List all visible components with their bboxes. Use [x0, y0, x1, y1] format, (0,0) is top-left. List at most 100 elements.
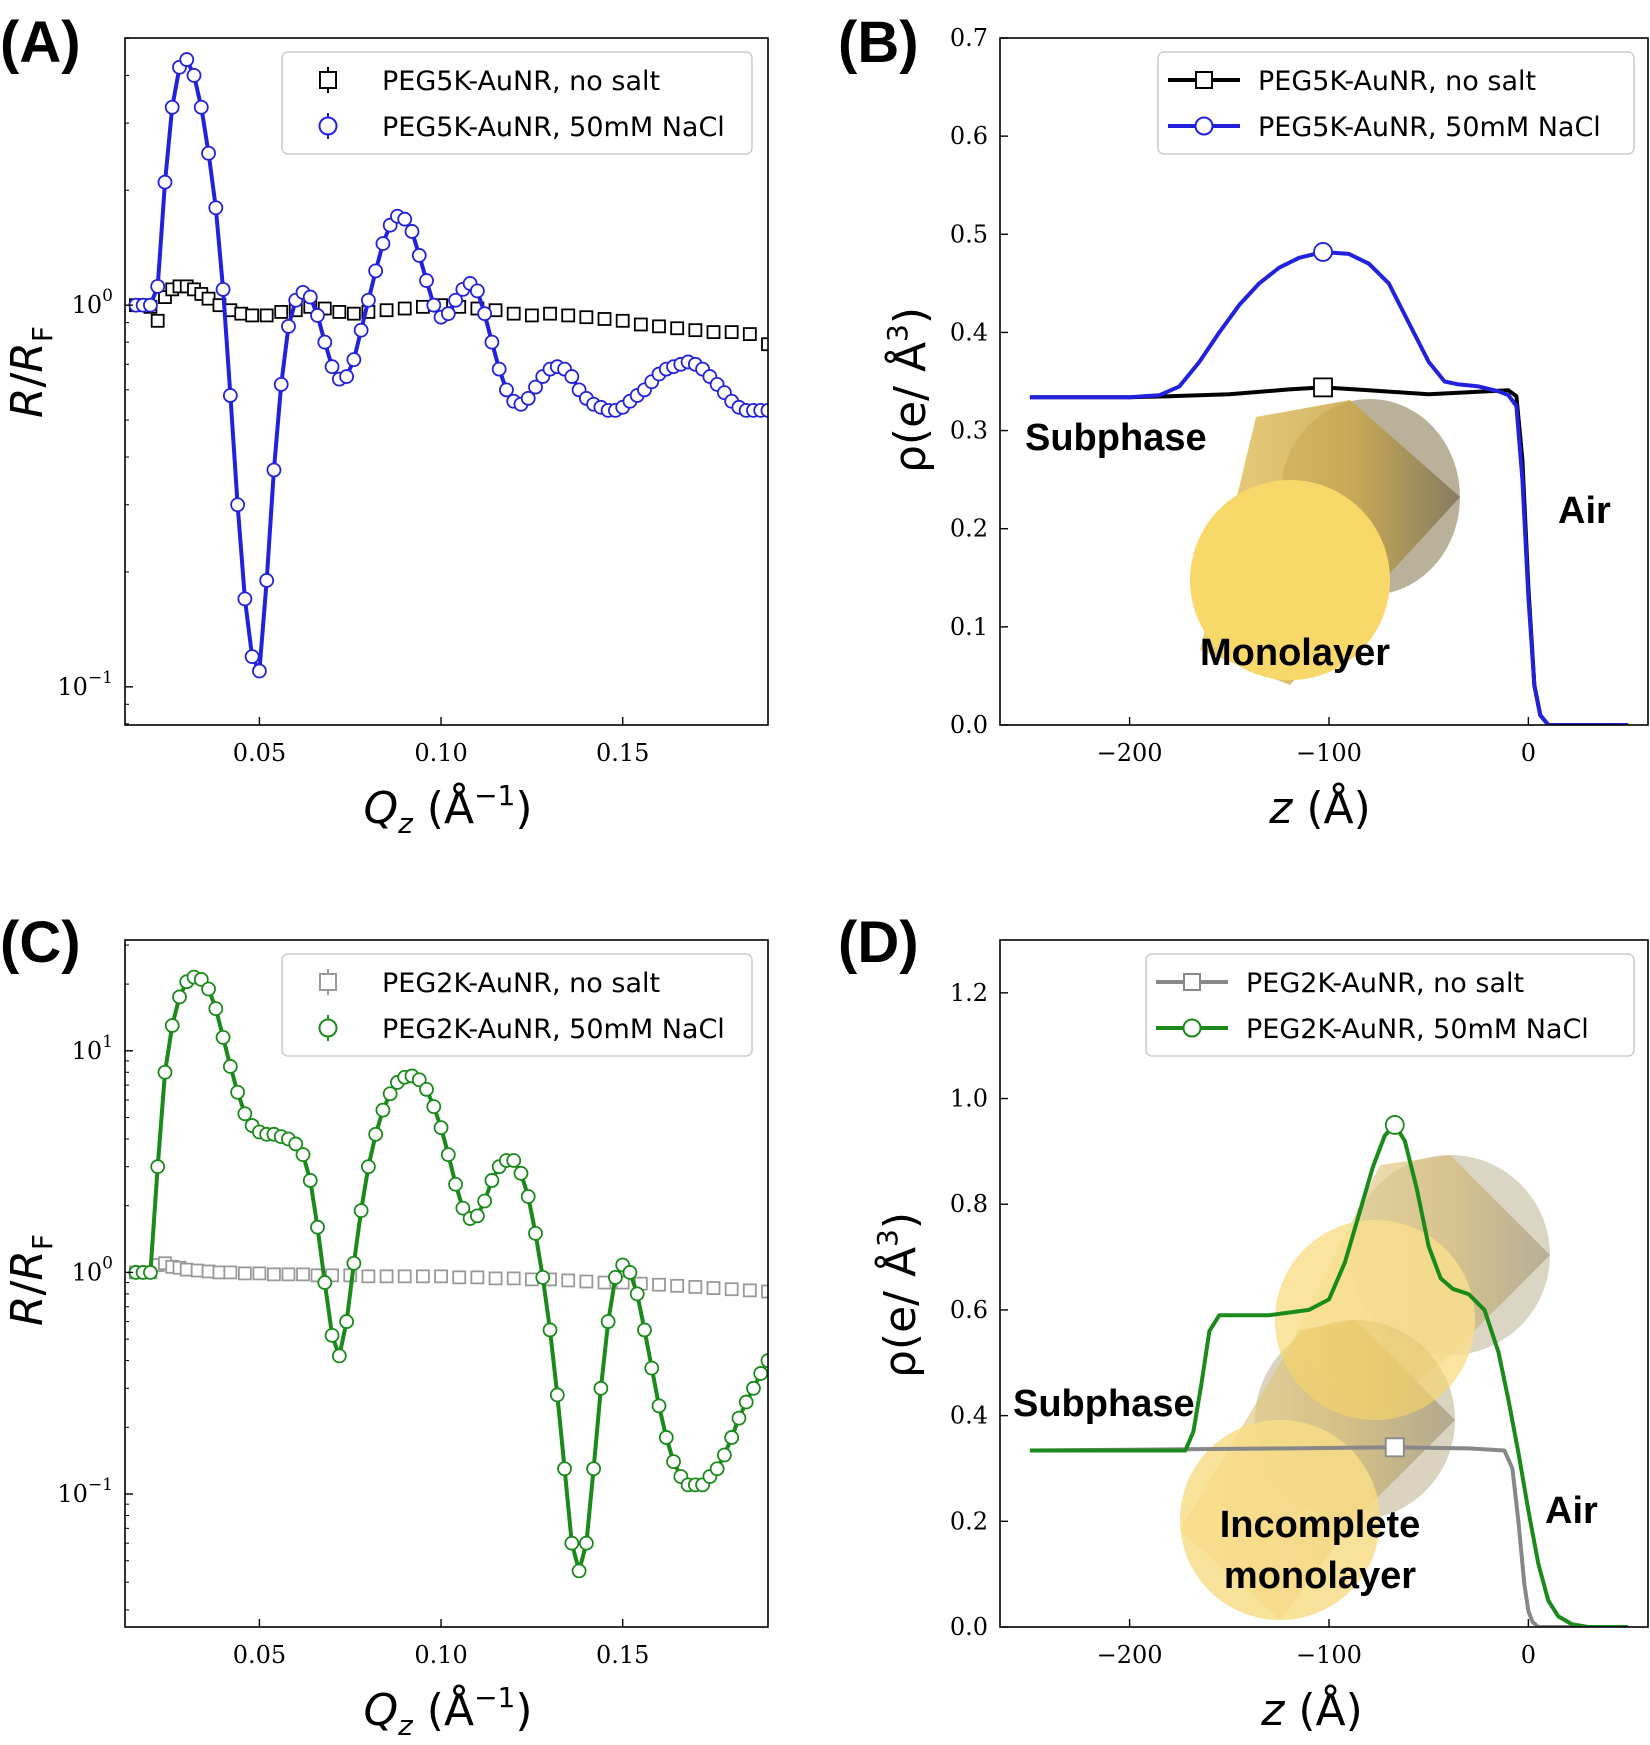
panel-c-series-1-point — [379, 1269, 394, 1284]
panel-a-series-1-point — [597, 312, 612, 326]
panel-a-series-2-point — [317, 334, 333, 350]
panel-a-series-2-point — [201, 145, 216, 161]
panel-a-series-2-point — [375, 236, 391, 251]
y-tick-label: 0.5 — [950, 220, 988, 248]
y-tick-label: 100 — [72, 286, 113, 319]
panel-a-series-2-point — [411, 248, 427, 263]
y-tick-label: 0.7 — [950, 24, 988, 52]
panel-c-xlabel: Qz (Å−1) — [363, 1681, 532, 1742]
legend-box — [1145, 953, 1635, 1057]
panel-d-label: (D) — [838, 910, 919, 975]
y-tick-label: 0.6 — [950, 122, 988, 150]
panel-a-series-1-point — [346, 306, 361, 321]
panel-a-series-2-point — [360, 292, 376, 308]
legend-box — [1157, 51, 1635, 155]
panel-a-series-1-point — [245, 308, 260, 323]
y-tick-label: 10−1 — [57, 668, 113, 701]
panel-c-series-2-point — [339, 1314, 354, 1329]
panel-a-series-2-point — [404, 224, 420, 239]
panel-b-series-2-point — [1313, 242, 1333, 262]
panel-c-series-2-point — [528, 1225, 543, 1241]
y-tick-label: 10−1 — [57, 1475, 113, 1508]
panel-a-series-1-point — [150, 313, 165, 328]
y-tick-label: 0.0 — [950, 1613, 988, 1641]
x-tick-label: −200 — [1097, 1641, 1163, 1669]
panel-a-series-1-point — [274, 305, 289, 319]
panel-c-series-1-point — [670, 1278, 685, 1293]
legend-box — [281, 51, 753, 155]
panel-b-monolayer-label: Monolayer — [1200, 632, 1390, 674]
panel-a-series-2-point — [520, 390, 536, 406]
panel-c-series-1-point — [223, 1265, 238, 1280]
panel-a-plot-frame — [124, 37, 769, 726]
panel-b-air-label: Air — [1558, 490, 1611, 532]
panel-c-series-2-point — [469, 1208, 485, 1224]
panel-c-series-2-point — [353, 1203, 369, 1219]
panel-c-series-1-point — [237, 1266, 252, 1281]
panel-a-series-2-point — [491, 361, 507, 377]
panel-a-series-2-point — [302, 289, 318, 305]
panel-a-series-2-point — [157, 174, 173, 190]
panel-a-series-2-point — [353, 322, 369, 338]
legend-marker — [318, 1018, 338, 1038]
panel-c-series-2-point — [157, 1064, 173, 1080]
x-tick-label: −100 — [1296, 1641, 1362, 1669]
panel-a: 0.05 0.10 0.15 100 10−1 (A) Qz (Å−1) R/RF PE… — [0, 10, 769, 840]
panel-a-series-1-point — [670, 321, 685, 336]
panel-c-series-1-point — [470, 1270, 485, 1285]
panel-c-series-2-point — [760, 1353, 768, 1369]
panel-a-series-2-point — [259, 573, 275, 588]
panel-c-series-2-point — [644, 1360, 660, 1376]
x-tick-label: 0.10 — [414, 1641, 467, 1669]
panel-c-series-2-point — [637, 1322, 652, 1338]
panel-c-label: (C) — [0, 910, 81, 975]
legend-label: PEG2K-AuNR, 50mM NaCl — [382, 1014, 725, 1045]
panel-a-series-1-point — [742, 327, 757, 341]
panel-b-subphase-label: Subphase — [1025, 417, 1207, 459]
panel-a-series-2-point — [469, 283, 485, 299]
panel-c-series-2-point — [426, 1099, 442, 1115]
panel-a-series-2-point — [499, 382, 514, 398]
panel-c-series-1-point — [506, 1271, 521, 1286]
panel-d-series-1-point — [1384, 1437, 1405, 1458]
panel-a-series-1-point — [579, 310, 594, 325]
panel-c-series-2-point — [302, 1173, 318, 1188]
legend-label: PEG5K-AuNR, 50mM NaCl — [1258, 112, 1601, 143]
panel-c-series-2-point — [586, 1461, 602, 1477]
panel-a-series-1-point — [724, 325, 739, 340]
panel-c-series-2-point — [549, 1387, 565, 1403]
panel-c-series-2-point — [208, 1001, 224, 1017]
panel-c-series-2-point — [411, 1072, 427, 1088]
panel-c-series-1-point — [706, 1281, 721, 1295]
panel-c-series-2-point — [382, 1086, 398, 1102]
panel-d-ylabel: ρ(e/ Å3) — [871, 1212, 926, 1378]
legend-label: PEG2K-AuNR, no salt — [1246, 968, 1524, 999]
panel-a-series-1-point — [652, 319, 666, 334]
legend-label: PEG5K-AuNR, no salt — [1258, 66, 1536, 97]
panel-c-legend: PEG2K-AuNR, no salt PEG2K-AuNR, 50mM NaCl — [281, 953, 753, 1057]
panel-c-series-1-point — [415, 1269, 430, 1284]
panel-c-series-2-point — [506, 1153, 522, 1168]
panel-c-series-2-point — [324, 1327, 340, 1343]
panel-a-series-2-point — [324, 359, 340, 375]
y-tick-label: 0.8 — [950, 1190, 988, 1218]
panel-a-series-2-point — [448, 292, 463, 308]
panel-a-series-2-point — [179, 52, 195, 67]
panel-c-series-1-point — [452, 1270, 467, 1285]
panel-a-series-1-point — [506, 306, 521, 321]
legend-marker — [1183, 973, 1201, 991]
panel-a-series-1-point — [688, 323, 703, 338]
panel-a-series-2-point — [222, 388, 238, 403]
panel-c-series-2-point — [346, 1255, 362, 1271]
panel-c-series-2-point — [368, 1126, 384, 1142]
y-tick-label: 101 — [72, 1032, 113, 1065]
panel-a-series-2-point — [339, 369, 354, 384]
panel-c-series-2-line — [135, 975, 768, 1573]
y-tick-label: 0.1 — [950, 613, 988, 641]
legend-marker — [1194, 116, 1214, 136]
y-tick-label: 0.6 — [950, 1296, 988, 1324]
panel-c-series-2-point — [215, 1029, 231, 1045]
panel-c-series-2-point — [288, 1136, 304, 1152]
x-tick-label: 0.15 — [596, 739, 649, 767]
panel-a-series-2-point — [440, 306, 456, 322]
